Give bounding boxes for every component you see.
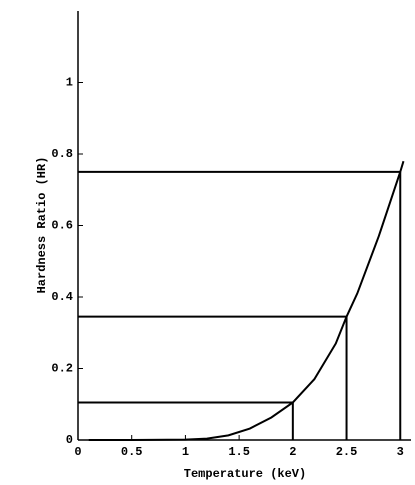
y-axis-label: Hardness Ratio (HR) (35, 157, 49, 294)
y-tick-label: 0.6 (51, 219, 73, 233)
x-tick-label: 0 (74, 445, 81, 459)
y-tick-label: 1 (66, 76, 73, 90)
x-axis-label: Temperature (keV) (184, 467, 306, 481)
x-tick-label: 2 (289, 445, 296, 459)
x-tick-label: 3 (397, 445, 404, 459)
x-tick-label: 0.5 (121, 445, 143, 459)
x-tick-label: 1 (182, 445, 189, 459)
y-tick-label: 0.2 (51, 362, 73, 376)
y-tick-label: 0 (66, 433, 73, 447)
curve (88, 160, 405, 441)
y-tick-label: 0.8 (51, 147, 73, 161)
y-tick-label: 0.4 (51, 290, 73, 304)
x-tick-label: 2.5 (336, 445, 358, 459)
x-tick-label: 1.5 (228, 445, 250, 459)
